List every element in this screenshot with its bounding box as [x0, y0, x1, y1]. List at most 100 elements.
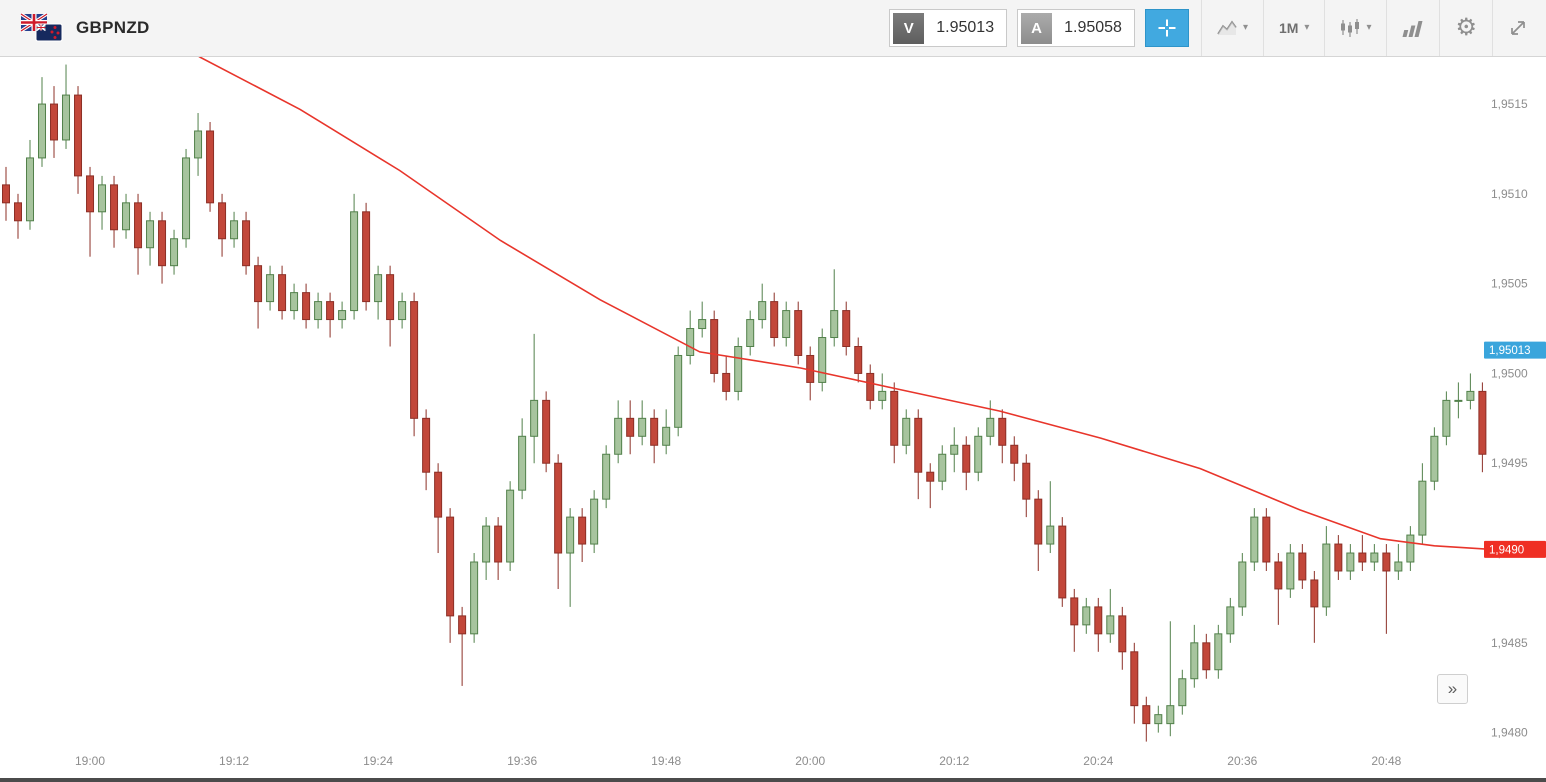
candle-body	[14, 202, 23, 222]
candle-body	[86, 175, 95, 213]
candle-body	[434, 471, 443, 518]
candle-body	[1370, 552, 1379, 563]
candle-body	[746, 319, 755, 347]
candle-body	[602, 453, 611, 500]
candle-body	[98, 184, 107, 213]
y-axis-label: 1,9480	[1491, 726, 1528, 740]
indicators-button[interactable]	[1386, 0, 1439, 56]
x-axis-label: 19:12	[219, 754, 249, 768]
buy-price: 1.95058	[1064, 19, 1122, 36]
candle-body	[206, 130, 215, 204]
current-price-badge-text: 1,95013	[1489, 345, 1531, 357]
candle-body	[1430, 435, 1439, 482]
current-price-badge	[1484, 341, 1546, 359]
candle-body	[26, 157, 35, 222]
price-chart-svg[interactable]: 1,9515 1,9510 1,9505 1,9500 1,9495 1,9490 1,94…	[0, 57, 1546, 778]
line-chart-icon	[1217, 20, 1237, 35]
candle-body	[1382, 552, 1391, 572]
sell-button[interactable]: V	[893, 12, 925, 44]
y-axis-label: 1,9485	[1491, 636, 1528, 650]
chart-area[interactable]: 1,9515 1,9510 1,9505 1,9500 1,9495 1,9490 1,94…	[0, 57, 1546, 778]
candle-body	[50, 103, 59, 141]
fullscreen-button[interactable]	[1492, 0, 1546, 56]
candle-body	[182, 157, 191, 240]
timeframe-value: 1M	[1278, 20, 1299, 36]
candle-body	[218, 202, 227, 240]
candle-body	[662, 426, 671, 446]
collapse-panel-button[interactable]: »	[1437, 674, 1468, 704]
candle-body	[1142, 705, 1151, 725]
timeframe-dropdown[interactable]: 1M ▾	[1262, 0, 1324, 56]
candle-body	[62, 94, 71, 141]
candle-body	[1274, 561, 1283, 590]
candle-body	[122, 202, 131, 231]
candle-body	[638, 417, 647, 437]
candle-body	[1154, 714, 1163, 725]
settings-button[interactable]: ⚙	[1439, 0, 1492, 56]
chart-type-dropdown[interactable]: ▾	[1200, 0, 1263, 56]
candle-body	[1034, 498, 1043, 545]
candle-body	[338, 310, 347, 321]
candle-body	[1226, 606, 1235, 635]
gear-icon: ⚙	[1455, 14, 1477, 41]
candles-layer	[2, 64, 1487, 742]
candle-body	[1466, 390, 1475, 401]
candle-body	[374, 274, 383, 303]
series-style-dropdown[interactable]: ▾	[1324, 0, 1386, 56]
chevron-down-icon: ▾	[1366, 22, 1372, 33]
candle-body	[758, 301, 767, 321]
candlestick-icon	[1341, 19, 1360, 37]
ma-value-badge-text: 1,9490	[1489, 544, 1524, 556]
symbol-block: GBPNZD	[20, 13, 150, 43]
candle-body	[266, 274, 275, 303]
sell-quote-box[interactable]: V 1.95013	[889, 9, 1008, 47]
candle-body	[842, 310, 851, 347]
candle-body	[1418, 480, 1427, 536]
candle-body	[314, 301, 323, 321]
chart-toolbar: ▾ 1M ▾ ▾	[1200, 0, 1546, 56]
candle-body	[278, 274, 287, 312]
buy-quote-box[interactable]: A 1.95058	[1017, 9, 1135, 47]
candle-body	[1010, 444, 1019, 464]
crosshair-button[interactable]	[1144, 9, 1189, 47]
x-axis-label: 19:48	[651, 754, 681, 768]
candle-body	[1286, 552, 1295, 590]
candle-body	[878, 390, 887, 401]
candle-body	[302, 292, 311, 321]
candle-body	[866, 372, 875, 401]
candle-body	[1166, 705, 1175, 725]
y-axis-label: 1,9500	[1491, 366, 1528, 380]
candle-body	[770, 301, 779, 339]
sell-price: 1.95013	[936, 19, 995, 36]
candle-body	[494, 525, 503, 563]
candle-body	[614, 417, 623, 455]
pair-flags-icon	[20, 13, 64, 43]
candle-body	[1082, 606, 1091, 626]
candle-body	[458, 615, 467, 635]
candle-body	[1094, 606, 1103, 635]
candle-body	[1358, 552, 1367, 563]
candle-body	[1442, 399, 1451, 437]
candle-body	[914, 417, 923, 473]
x-axis-label: 19:00	[75, 754, 105, 768]
x-axis-label: 20:24	[1083, 754, 1113, 768]
candle-body	[158, 220, 167, 267]
chevron-down-icon: ▾	[1242, 22, 1248, 33]
candle-body	[194, 130, 203, 159]
y-axis-label: 1,9495	[1491, 456, 1528, 470]
candle-body	[1106, 615, 1115, 635]
buy-button[interactable]: A	[1021, 12, 1053, 44]
candle-body	[242, 220, 251, 267]
candle-body	[1190, 642, 1199, 680]
candle-body	[1250, 516, 1259, 563]
candle-body	[1178, 678, 1187, 707]
candle-body	[710, 319, 719, 374]
candle-body	[626, 417, 635, 437]
candle-body	[998, 417, 1007, 446]
x-axis-label: 19:24	[363, 754, 393, 768]
candle-body	[1046, 525, 1055, 545]
candle-body	[254, 265, 263, 303]
candle-body	[1394, 561, 1403, 572]
ma-value-badge	[1484, 540, 1546, 558]
